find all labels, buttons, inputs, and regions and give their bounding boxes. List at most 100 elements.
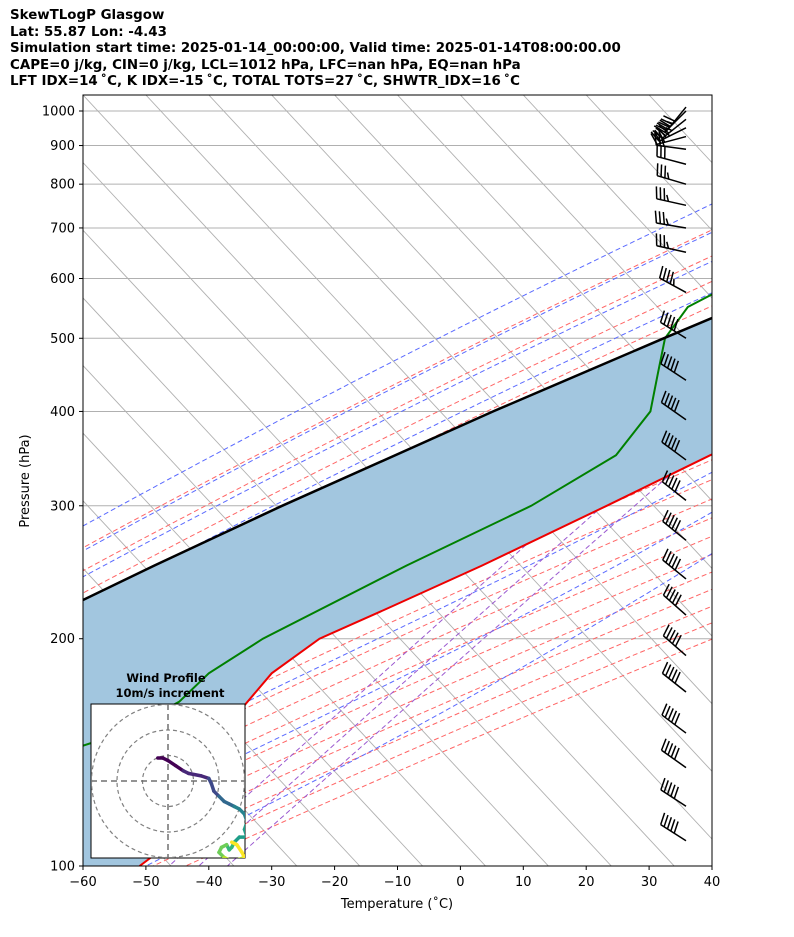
wind-barb-full-flag bbox=[665, 269, 671, 283]
moist-adiabat-line bbox=[83, 260, 712, 578]
wind-barb-full-flag bbox=[671, 556, 678, 568]
isotherm-line bbox=[83, 297, 612, 866]
wind-barb-full-flag bbox=[660, 738, 667, 751]
isotherm-line bbox=[334, 95, 712, 502]
y-tick-label: 900 bbox=[50, 139, 75, 154]
wind-barb-full-flag bbox=[665, 512, 672, 525]
wind-barb-shaft bbox=[661, 401, 687, 421]
wind-barb-half-flag bbox=[666, 172, 670, 180]
wind-barb-full-flag bbox=[671, 517, 678, 530]
wind-barb bbox=[660, 351, 687, 381]
wind-barb-full-flag bbox=[673, 399, 680, 412]
wind-barb-shaft bbox=[659, 277, 687, 294]
wind-barb-shaft bbox=[661, 714, 687, 734]
wind-barb-full-flag bbox=[660, 164, 663, 177]
hodograph-segment bbox=[230, 840, 239, 847]
wind-barb-full-flag bbox=[668, 666, 675, 679]
chart-header: SkewTLogP Glasgow Lat: 55.87 Lon: -4.43 … bbox=[10, 8, 621, 91]
wind-barb-half-flag bbox=[664, 131, 671, 137]
wind-barb-full-flag bbox=[654, 210, 658, 224]
wind-barb bbox=[656, 163, 687, 185]
wind-barb bbox=[655, 186, 687, 207]
wind-barb-full-flag bbox=[673, 318, 679, 332]
wind-barb-full-flag bbox=[657, 127, 667, 139]
wind-barb-full-flag bbox=[670, 397, 677, 410]
wind-barb-full-flag bbox=[663, 814, 669, 828]
wind-barb-full-flag bbox=[663, 780, 669, 793]
wind-barb-full-flag bbox=[667, 395, 674, 408]
x-tick-label: −30 bbox=[258, 875, 285, 890]
isotherm-line bbox=[83, 229, 675, 866]
x-tick-label: −50 bbox=[132, 875, 159, 890]
wind-barb-full-flag bbox=[674, 671, 681, 684]
wind-barb-shaft bbox=[660, 321, 687, 339]
wind-barb-shaft bbox=[656, 198, 687, 207]
wind-barb-full-flag bbox=[658, 211, 662, 224]
wind-barb-shaft bbox=[656, 155, 687, 166]
wind-barb-full-flag bbox=[664, 664, 672, 677]
wind-barb-full-flag bbox=[658, 121, 670, 128]
wind-barb-full-flag bbox=[661, 470, 669, 483]
x-tick-label: 20 bbox=[578, 875, 595, 890]
wind-barb bbox=[655, 233, 687, 253]
x-axis-label: Temperature (˚C) bbox=[340, 896, 453, 912]
wind-barb-full-flag bbox=[670, 358, 676, 371]
wind-barb-full-flag bbox=[664, 432, 671, 445]
wind-barb-full-flag bbox=[661, 430, 668, 443]
wind-barb-full-flag bbox=[662, 267, 668, 281]
wind-barb bbox=[662, 624, 687, 657]
wind-barb-full-flag bbox=[664, 472, 672, 485]
wind-barb-full-flag bbox=[662, 509, 669, 522]
wind-barb-full-flag bbox=[667, 743, 674, 756]
wind-barb-shaft bbox=[656, 222, 687, 229]
wind-barb bbox=[661, 661, 687, 693]
wind-barb-half-flag bbox=[666, 194, 670, 202]
wind-barb-full-flag bbox=[658, 124, 670, 134]
y-tick-label: 200 bbox=[50, 632, 75, 647]
isotherm-line bbox=[83, 364, 549, 866]
wind-barb-shaft bbox=[662, 559, 687, 580]
wind-barb-full-flag bbox=[664, 392, 670, 406]
wind-barb-half-flag bbox=[665, 218, 669, 226]
wind-barb-half-flag bbox=[666, 241, 670, 249]
x-tick-label: 30 bbox=[641, 875, 658, 890]
isotherm-line bbox=[397, 95, 712, 434]
wind-barb-full-flag bbox=[660, 351, 666, 365]
wind-barb-full-flag bbox=[662, 583, 670, 596]
wind-barb-full-flag bbox=[662, 624, 670, 637]
instability-line: CAPE=0 j/kg, CIN=0 j/kg, LCL=1012 hPa, L… bbox=[10, 57, 521, 73]
wind-barb-full-flag bbox=[670, 710, 678, 723]
wind-barb-full-flag bbox=[661, 661, 669, 674]
wind-barb-full-flag bbox=[666, 314, 672, 327]
mixing-ratio-line bbox=[198, 408, 712, 866]
wind-barb-full-flag bbox=[656, 163, 659, 176]
wind-barb-full-flag bbox=[662, 211, 666, 225]
wind-barb-full-flag bbox=[667, 708, 674, 721]
wind-barb-shaft bbox=[662, 594, 687, 616]
wind-barb-full-flag bbox=[660, 390, 667, 403]
wind-barb-shaft bbox=[662, 672, 687, 693]
wind-barb-shaft bbox=[660, 363, 687, 381]
wind-barb-full-flag bbox=[671, 669, 678, 682]
y-tick-label: 400 bbox=[50, 405, 75, 420]
wind-barb-full-flag bbox=[658, 265, 664, 279]
hodograph-subtitle: 10m/s increment bbox=[116, 686, 225, 700]
wind-barb-full-flag bbox=[670, 437, 677, 450]
hodograph-inner bbox=[91, 704, 245, 858]
chart-title: SkewTLogP Glasgow bbox=[10, 8, 165, 23]
wind-barb-full-flag bbox=[670, 745, 677, 758]
wind-barb bbox=[659, 310, 687, 339]
x-tick-label: −20 bbox=[321, 875, 348, 890]
wind-barb-shaft bbox=[660, 824, 687, 842]
wind-barb-half-flag bbox=[665, 127, 673, 132]
wind-barb-full-flag bbox=[662, 548, 669, 561]
wind-barb-full-flag bbox=[664, 705, 671, 718]
time-line: Simulation start time: 2025-01-14_00:00:… bbox=[10, 41, 621, 57]
moist-adiabat-line bbox=[83, 203, 712, 527]
wind-barb bbox=[661, 430, 687, 461]
wind-barb-half-flag bbox=[666, 120, 674, 125]
wind-barb bbox=[660, 777, 687, 807]
wind-barb bbox=[661, 703, 687, 734]
wind-barb-full-flag bbox=[670, 784, 676, 797]
wind-barb bbox=[662, 583, 687, 616]
